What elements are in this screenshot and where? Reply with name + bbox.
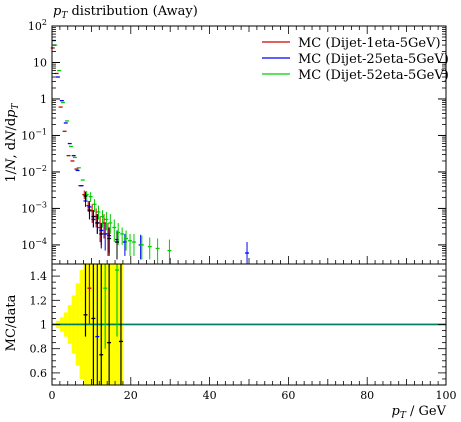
xlabel-rest: / GeV: [406, 404, 447, 419]
y-tick-mantissa: 10: [33, 56, 47, 69]
y-tick-mantissa: 10: [21, 129, 35, 142]
ylabel-c: , d: [4, 142, 19, 159]
y-tick-label: 102: [28, 18, 47, 33]
ratio-y-tick-label: 1.4: [30, 270, 48, 283]
title-rest: distribution (Away): [67, 4, 197, 19]
x-tick-label: 40: [203, 389, 217, 402]
y-tick-exponent: −4: [35, 237, 47, 246]
ratio-y-tick-label: 1.2: [30, 294, 48, 307]
y-tick-mantissa: 10: [21, 202, 35, 215]
ylabel-b: N: [4, 158, 19, 171]
y-tick-mantissa: 1: [40, 93, 47, 106]
series-3-marks: [53, 44, 172, 264]
x-axis-label: pT / GeV: [392, 404, 447, 421]
y-tick-exponent: 2: [42, 18, 47, 27]
ratio-y-axis-label: MC/data: [4, 294, 19, 351]
y-tick-label: 10−4: [21, 237, 47, 252]
y-tick-label: 10−1: [21, 127, 47, 142]
ylabel-g: T: [11, 102, 21, 109]
y-tick-mantissa: 10: [21, 239, 35, 252]
y-tick-label: 10: [33, 56, 47, 69]
legend-label-2: MC (Dijet-25eta-5GeV): [298, 52, 449, 67]
legend-label-3: MC (Dijet-52eta-5GeV): [298, 68, 449, 83]
ratio-plot-marks: [52, 264, 446, 385]
x-tick-label: 100: [436, 389, 457, 402]
ylabel-a: 1/: [4, 169, 19, 182]
ratio-y-tick-label: 0.6: [30, 367, 48, 380]
y-tick-exponent: −2: [35, 164, 47, 173]
legend-label-1: MC (Dijet-1eta-5GeV): [298, 36, 441, 51]
main-plot-marks: [50, 39, 249, 264]
title-sub: T: [61, 11, 68, 21]
ylabel-f: p: [4, 109, 19, 118]
x-tick-label: 0: [49, 389, 56, 402]
ratio-y-tick-label: 1: [40, 319, 47, 332]
ylabel-d: N: [4, 130, 19, 143]
chart-title: pT distribution (Away): [53, 4, 198, 21]
x-tick-label: 20: [124, 389, 138, 402]
y-tick-exponent: −3: [35, 200, 47, 209]
ratio-y-tick-label: 0.8: [30, 343, 48, 356]
x-tick-label: 60: [281, 389, 295, 402]
y-tick-label: 10−3: [21, 200, 47, 215]
title-base: p: [53, 4, 62, 19]
y-tick-exponent: −1: [35, 127, 47, 136]
ylabel-e: /d: [4, 118, 19, 131]
y-tick-label: 10−2: [21, 164, 47, 179]
main-y-axis-label: 1/N, dN/dpT: [4, 102, 21, 182]
series-2-marks: [52, 39, 249, 264]
y-tick-label: 1: [40, 93, 47, 106]
xlabel-base: p: [392, 404, 401, 419]
legend: MC (Dijet-1eta-5GeV)MC (Dijet-25eta-5GeV…: [262, 36, 449, 83]
y-tick-mantissa: 10: [21, 166, 35, 179]
xlabel-sub: T: [400, 411, 407, 421]
y-tick-mantissa: 10: [28, 20, 42, 33]
data-point-marks: [83, 191, 119, 260]
x-tick-label: 80: [360, 389, 374, 402]
ratio-point-marks: [83, 264, 123, 385]
